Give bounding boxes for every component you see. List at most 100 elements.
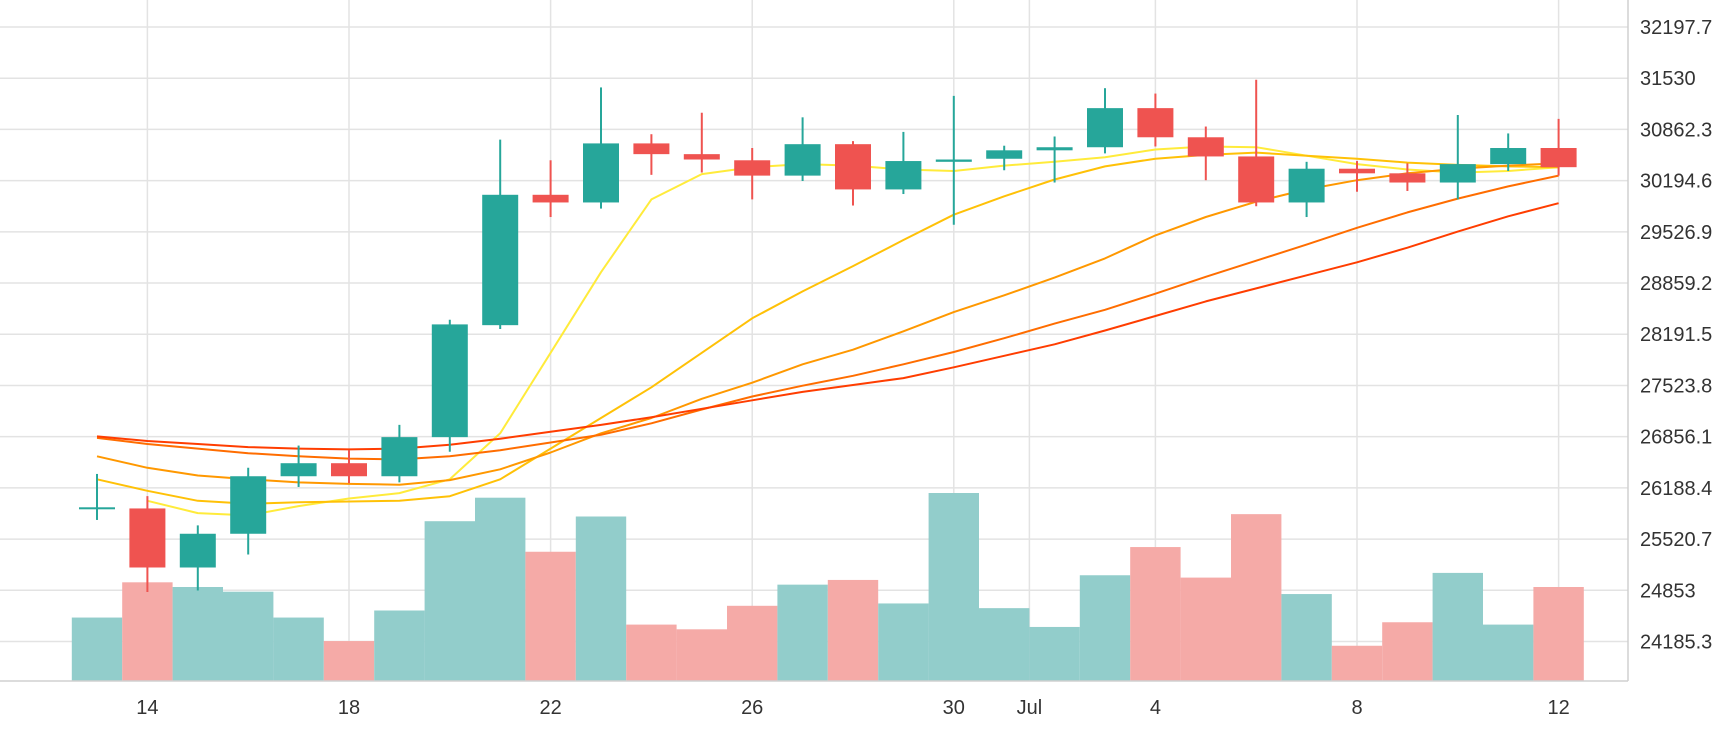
moving-average-line [96,202,1559,451]
candle-body [532,194,569,203]
x-tick-label: 4 [1150,697,1161,719]
candle [885,131,922,195]
candle [1540,118,1577,176]
volume-bar [1533,587,1584,681]
y-tick-label: 31530 [1640,68,1696,90]
candle-body [79,507,115,510]
volume-bar [273,617,324,681]
candle-body [1540,148,1577,168]
volume-bar [172,587,223,681]
candle [986,145,1023,171]
volume-bar [1382,622,1433,681]
x-tick-label: Jul [1017,697,1043,719]
y-tick-label: 27523.8 [1640,375,1712,397]
candle [1288,161,1325,218]
moving-average-line [96,174,1559,461]
volume-bar [676,629,727,681]
volume-bar [374,610,425,681]
x-tick-label: 8 [1351,697,1362,719]
candle [431,319,468,452]
volume-bar [979,608,1030,681]
candle-body [381,437,418,477]
candle [79,473,115,520]
candle [280,445,317,487]
candle [1238,79,1275,207]
candle-body [935,159,972,162]
y-tick-label: 25520.7 [1640,529,1712,551]
candle-body [734,160,771,176]
volume-bar [1281,594,1332,681]
candle [734,148,771,200]
candle-body [1238,156,1275,203]
horizontal-grid [0,26,1628,643]
candle-body [583,143,619,203]
candle [381,424,418,483]
volume-bar [1331,645,1383,681]
volume-bar [1130,547,1181,681]
candle [1439,115,1476,200]
candle [1087,88,1123,154]
x-tick-label: 30 [943,697,965,719]
candles [79,79,1577,593]
candle [331,450,367,484]
volume-bar [323,641,375,681]
candle-body [1288,168,1325,203]
volume-bar [1180,577,1231,681]
y-tick-label: 29526.9 [1640,222,1712,244]
x-tick-label: 22 [539,697,561,719]
volume-bar [1432,572,1483,681]
candle-body [280,463,317,477]
candle [1490,133,1527,172]
candle-body [1389,173,1426,183]
volume-bar [1079,575,1131,681]
candle [1389,163,1426,191]
candle-body [431,324,468,438]
volume-bar [122,582,173,681]
volume-bar [575,516,627,681]
volume-bar [626,624,677,681]
y-tick-label: 28191.5 [1640,324,1712,346]
y-tick-label: 26188.4 [1640,478,1712,500]
candle [683,112,720,173]
candle-body [1339,168,1375,174]
candle-body [1187,137,1224,157]
volume-bar [777,584,828,681]
y-tick-label: 30862.3 [1640,119,1712,141]
candle [1036,136,1073,183]
candle [784,117,821,181]
candle [1187,126,1224,181]
volume-bar [223,591,274,681]
candle [482,139,519,329]
volume-bar [928,493,979,681]
candle-body [633,143,670,155]
moving-average-line [96,151,1559,505]
y-tick-label: 32197.7 [1640,17,1712,39]
candle-body [482,194,519,326]
candle-body [230,476,267,534]
candle-body [129,508,166,568]
y-tick-label: 24185.3 [1640,631,1712,653]
candle [129,496,166,593]
volume-bar [827,579,879,681]
moving-average-lines [96,145,1559,517]
vertical-grid [146,0,1560,681]
x-tick-label: 14 [136,697,158,719]
candle-body [179,533,216,568]
volume-bar [1029,626,1080,681]
candle-body [784,144,821,176]
candle [1339,161,1375,192]
candle-body [885,161,922,190]
candle-body [1439,164,1476,183]
candle [835,141,871,206]
volume-bar [878,603,929,681]
candle-body [986,150,1023,159]
candle [583,87,619,209]
axes: 32197.7 31530 30862.3 30194.6 29526.9 28859.2… [0,0,1712,719]
volume-bar [525,551,576,681]
candle-body [1490,148,1527,165]
volume-bar [1231,514,1282,681]
volume-bars [71,493,1584,681]
y-tick-label: 28859.2 [1640,273,1712,295]
x-tick-label: 18 [338,697,360,719]
